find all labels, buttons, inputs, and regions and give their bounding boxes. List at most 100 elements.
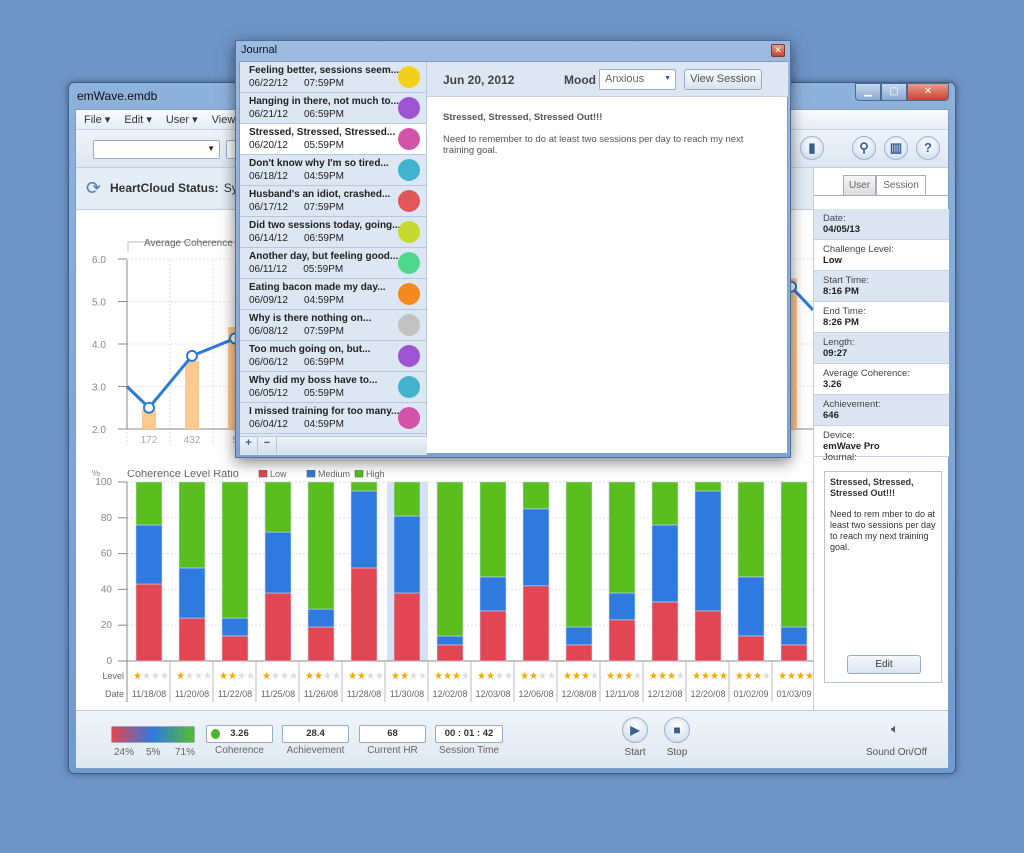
mood-face-icon	[398, 345, 420, 367]
coherence-point	[186, 349, 198, 362]
start-button[interactable]: ▶	[622, 717, 648, 743]
journal-entry-time: 07:59PM	[303, 202, 344, 213]
bar-medium	[608, 592, 636, 621]
tab-session[interactable]: Session	[876, 175, 926, 196]
journal-entry[interactable]: Husband's an idiot, crashed... 06/17/12 07…	[240, 186, 426, 217]
bar-medium	[264, 531, 292, 594]
journal-entry[interactable]: I missed training for too many... 06/04/1…	[240, 403, 426, 434]
journal-preview-title: Stressed, Stressed, Stressed Out!!!	[830, 477, 914, 498]
edit-button[interactable]: Edit	[847, 655, 921, 674]
journal-entry[interactable]: Stressed, Stressed, Stressed... 06/20/12 0…	[240, 124, 426, 155]
minimize-button[interactable]: ▁	[855, 83, 881, 101]
journal-entry-date: 06/11/12	[249, 264, 288, 275]
menu-view[interactable]: View	[211, 113, 236, 126]
level-star-icon: ★	[357, 671, 366, 682]
heartcloud-status-label: HeartCloud Status:	[110, 181, 219, 195]
journal-entry-title: Did two sessions today, going...	[249, 220, 401, 231]
bar-high	[393, 481, 421, 517]
menu-file[interactable]: File ▾	[84, 114, 111, 126]
level-star-icon: ★	[701, 671, 710, 682]
journal-close-button[interactable]: ✕	[771, 44, 785, 57]
coherence-bar	[142, 409, 156, 429]
level-star-icon: ★	[787, 671, 796, 682]
level-star-icon: ★	[323, 671, 332, 682]
add-entry-button[interactable]: +	[240, 437, 258, 454]
journal-entry-time: 05:59PM	[303, 388, 344, 399]
bar-low	[737, 635, 765, 662]
bar-medium	[307, 608, 335, 628]
journal-entry[interactable]: Eating bacon made my day... 06/09/12 04:59…	[240, 279, 426, 310]
journal-entry-date: 06/04/12	[249, 419, 288, 430]
journal-entry-time: 06:59PM	[303, 357, 344, 368]
journal-entry[interactable]: Why is there nothing on... 06/08/12 07:59P…	[240, 310, 426, 341]
journal-entry[interactable]: Feeling better, sessions seem... 06/22/12…	[240, 62, 426, 93]
journal-label: Journal:	[823, 452, 857, 463]
bar-high	[651, 481, 679, 526]
start-label: Start	[624, 747, 646, 758]
sound-toggle-label[interactable]: Sound On/Off	[866, 747, 927, 758]
journal-entry[interactable]: Don't know why I'm so tired... 06/18/12 04…	[240, 155, 426, 186]
entry-title: Stressed, Stressed, Stressed Out!!!	[443, 112, 603, 123]
bottom-bar: 24% 5% 71% 3.26 Coherence 28.4 Achieveme…	[76, 710, 948, 768]
journal-entry[interactable]: Hanging in there, not much to... 06/21/12…	[240, 93, 426, 124]
menu-user[interactable]: User ▾	[165, 114, 198, 126]
search-icon[interactable]: ⚲	[852, 136, 876, 160]
level-star-icon: ★	[633, 671, 642, 682]
sync-icon[interactable]: ⟳	[86, 178, 102, 198]
session-field-value: 646	[823, 410, 839, 421]
journal-entry-title: Feeling better, sessions seem...	[249, 65, 400, 76]
speaker-icon[interactable]: 🔈︎	[891, 721, 899, 736]
date-label: 11/22/08	[218, 689, 252, 699]
bar-high	[565, 481, 593, 628]
menu-edit[interactable]: Edit ▾	[124, 114, 152, 126]
close-button[interactable]: ✕	[907, 83, 949, 101]
journal-icon[interactable]: ▮	[800, 136, 824, 160]
bar-medium	[651, 524, 679, 603]
level-star-icon: ★	[547, 671, 556, 682]
level-star-icon: ★	[418, 671, 427, 682]
session-field-value: 8:26 PM	[823, 317, 859, 328]
tab-user[interactable]: User	[843, 175, 876, 195]
level-star-icon: ★	[271, 671, 280, 682]
mood-select[interactable]: Anxious ▼	[599, 69, 676, 90]
journal-entry[interactable]: Too much going on, but... 06/06/12 06:59PM	[240, 341, 426, 372]
level-star-icon: ★	[778, 671, 787, 682]
date-label: 11/18/08	[132, 689, 166, 699]
legend-swatch	[258, 470, 268, 478]
level-star-icon: ★	[185, 671, 194, 682]
y-tick-label: 100	[95, 477, 112, 488]
journal-window-title: Journal	[241, 44, 278, 56]
journal-entry[interactable]: Why did my boss have to... 06/05/12 05:59P…	[240, 372, 426, 403]
bar-high	[436, 481, 464, 637]
view-session-button[interactable]: View Session	[684, 69, 762, 90]
journal-preview: Stressed, Stressed, Stressed Out!!! Need…	[824, 471, 942, 683]
x-tick-label: 432	[184, 435, 201, 446]
journal-entry-time: 04:59PM	[303, 171, 344, 182]
entry-body[interactable]: Need to remember to do at least two sess…	[443, 134, 744, 156]
level-star-icon: ★	[262, 671, 271, 682]
help-icon[interactable]: ?	[916, 136, 940, 160]
journal-entry-date: 06/09/12	[249, 295, 288, 306]
journal-entry-title: Don't know why I'm so tired...	[249, 158, 389, 169]
journal-entry[interactable]: Did two sessions today, going... 06/14/12…	[240, 217, 426, 248]
session-field: Length: 09:27	[814, 333, 949, 364]
window-title: emWave.emdb	[77, 89, 158, 103]
coherence-label: Coherence	[215, 745, 264, 756]
legend-swatch	[306, 470, 316, 478]
session-field-value: 8:16 PM	[823, 286, 859, 297]
maximize-button[interactable]: ▢	[881, 83, 907, 101]
journal-entry[interactable]: Another day, but feeling good... 06/11/12…	[240, 248, 426, 279]
y-tick-label: 2.0	[92, 425, 106, 436]
journal-entry-datetime: 06/05/12 05:59PM	[249, 388, 426, 399]
journal-entry-title: Stressed, Stressed, Stressed...	[249, 127, 396, 138]
book-icon[interactable]: ▥	[884, 136, 908, 160]
journal-entry-time: 05:59PM	[303, 140, 344, 151]
user-select[interactable]: ▼	[93, 140, 220, 159]
mood-face-icon	[398, 159, 420, 181]
mood-face-icon	[398, 128, 420, 150]
journal-preview-body: Need to rem mber to do at least two sess…	[830, 509, 936, 552]
stop-button[interactable]: ■	[664, 717, 690, 743]
level-star-icon: ★	[332, 671, 341, 682]
journal-entry-title: Husband's an idiot, crashed...	[249, 189, 391, 200]
remove-entry-button[interactable]: −	[258, 437, 277, 454]
